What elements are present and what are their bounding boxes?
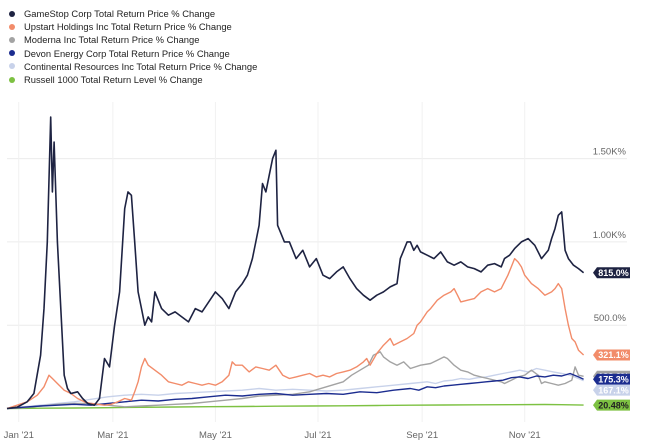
legend-label: Upstart Holdings Inc Total Return Price … bbox=[24, 21, 232, 33]
end-value-labels: 815.0%321.1%193.6%175.3%167.1%20.48% bbox=[593, 267, 630, 411]
end-label-tag bbox=[593, 399, 630, 411]
end-label-russell: 20.48% bbox=[593, 399, 630, 411]
end-label-upstart: 321.1% bbox=[593, 349, 630, 361]
end-label-tag bbox=[593, 267, 630, 279]
end-label-tag bbox=[593, 373, 630, 385]
legend-label: Devon Energy Corp Total Return Price % C… bbox=[24, 47, 230, 59]
grid-lines bbox=[7, 102, 627, 422]
legend-item-upstart[interactable]: Upstart Holdings Inc Total Return Price … bbox=[9, 20, 257, 33]
series-line-gamestop bbox=[6, 116, 585, 410]
y-tick-label: 1.00K% bbox=[593, 230, 627, 241]
x-tick-label: Mar '21 bbox=[97, 430, 128, 441]
end-label-value: 175.3% bbox=[598, 374, 629, 384]
legend-item-russell[interactable]: Russell 1000 Total Return Level % Change bbox=[9, 73, 257, 86]
end-label-tag bbox=[593, 349, 630, 361]
legend-item-gamestop[interactable]: GameStop Corp Total Return Price % Chang… bbox=[9, 7, 257, 20]
x-tick-label: May '21 bbox=[199, 430, 232, 441]
legend-label: Moderna Inc Total Return Price % Change bbox=[24, 34, 200, 46]
x-tick-label: Nov '21 bbox=[509, 430, 541, 441]
legend-dot-icon bbox=[9, 50, 15, 57]
end-label-value: 20.48% bbox=[598, 400, 629, 410]
legend-label: Continental Resources Inc Total Return P… bbox=[24, 60, 258, 72]
x-tick-label: Jan '21 bbox=[4, 430, 34, 441]
end-label-value: 167.1% bbox=[598, 385, 629, 395]
chart-legend: GameStop Corp Total Return Price % Chang… bbox=[9, 7, 257, 86]
end-label-devon: 175.3% bbox=[593, 373, 630, 385]
legend-item-moderna[interactable]: Moderna Inc Total Return Price % Change bbox=[9, 33, 257, 46]
end-label-continental: 167.1% bbox=[593, 384, 630, 396]
legend-label: Russell 1000 Total Return Level % Change bbox=[24, 74, 203, 86]
legend-item-devon[interactable]: Devon Energy Corp Total Return Price % C… bbox=[9, 47, 257, 60]
end-label-value: 815.0% bbox=[598, 268, 629, 278]
end-label-gamestop: 815.0% bbox=[593, 267, 630, 279]
legend-dot-icon bbox=[9, 76, 15, 83]
legend-dot-icon bbox=[9, 36, 15, 43]
series-line-continental bbox=[6, 367, 584, 410]
end-label-value: 321.1% bbox=[598, 350, 629, 360]
legend-dot-icon bbox=[9, 23, 15, 30]
series-line-devon bbox=[6, 372, 584, 410]
axis-labels: 500.0% 1.00K% 1.50K% Jan '21 Mar '21 May '21 J… bbox=[4, 147, 627, 441]
series-lines bbox=[6, 116, 585, 410]
y-tick-label: 500.0% bbox=[594, 313, 627, 324]
legend-label: GameStop Corp Total Return Price % Chang… bbox=[24, 8, 216, 20]
y-tick-label: 1.50K% bbox=[593, 147, 627, 158]
end-label-tag bbox=[593, 384, 630, 396]
legend-dot-icon bbox=[9, 10, 15, 17]
series-line-russell bbox=[6, 403, 584, 410]
legend-dot-icon bbox=[9, 63, 15, 70]
series-line-upstart bbox=[6, 257, 585, 410]
series-line-moderna bbox=[6, 351, 584, 410]
legend-item-continental[interactable]: Continental Resources Inc Total Return P… bbox=[9, 60, 257, 73]
x-tick-label: Sep '21 bbox=[406, 430, 438, 441]
x-tick-label: Jul '21 bbox=[304, 430, 331, 441]
